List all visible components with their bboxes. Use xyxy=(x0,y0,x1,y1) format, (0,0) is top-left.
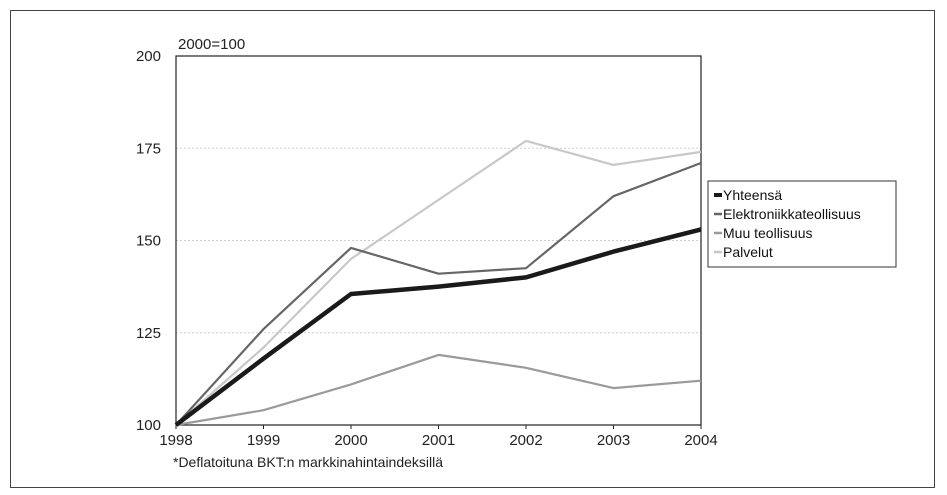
plot-area xyxy=(175,55,702,426)
series-lines xyxy=(174,139,702,427)
y-tick-label: 200 xyxy=(136,48,161,65)
line-chart: 100 125 150 175 200 1998 1999 2000 2001 2002 2003… xyxy=(136,36,897,470)
y-tick-label: 150 xyxy=(136,233,161,250)
series-line-elektroniikkateollisuus xyxy=(175,161,702,426)
legend-label: Elektroniikkateollisuus xyxy=(723,206,861,222)
x-tick-label: 2003 xyxy=(597,432,630,449)
y-tick-label: 100 xyxy=(136,417,161,434)
footnote: *Deflatoituna BKT:n markkinahintaindeksi… xyxy=(173,454,443,470)
x-tick-label: 2004 xyxy=(684,432,717,449)
x-tick-label: 1999 xyxy=(247,432,280,449)
legend-label: Yhteensä xyxy=(723,187,782,203)
legend-label: Muu teollisuus xyxy=(723,225,813,241)
unit-label: 2000=100 xyxy=(178,36,245,53)
y-tick-label: 125 xyxy=(136,325,161,342)
y-axis-ticks: 100 125 150 175 200 xyxy=(136,48,161,434)
legend: Yhteensä Elektroniikkateollisuus Muu teoll… xyxy=(707,180,897,268)
legend-label: Palvelut xyxy=(723,244,773,260)
x-axis-ticks: 1998 1999 2000 2001 2002 2003 2004 xyxy=(159,425,718,449)
series-line-muu-teollisuus xyxy=(175,353,702,427)
x-tick-label: 2000 xyxy=(334,432,367,449)
y-tick-label: 175 xyxy=(136,140,161,157)
x-tick-label: 2001 xyxy=(422,432,455,449)
x-tick-label: 2002 xyxy=(509,432,542,449)
series-line-palvelut xyxy=(175,139,702,426)
x-tick-label: 1998 xyxy=(159,432,192,449)
legend-box xyxy=(707,180,897,268)
series-line-yhteens- xyxy=(174,227,702,427)
chart-frame: 100 125 150 175 200 1998 1999 2000 2001 2002 2003… xyxy=(10,10,935,488)
grid-lines xyxy=(176,147,701,334)
